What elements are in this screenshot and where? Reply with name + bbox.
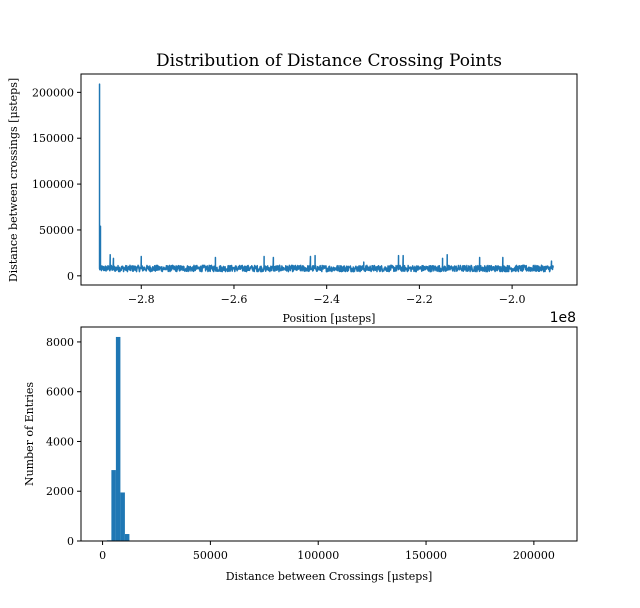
x-tick-label: −2.8: [128, 293, 155, 306]
histogram-bar: [111, 470, 116, 541]
histogram-x-ticks: 0 50000 100000 150000 200000: [99, 541, 555, 562]
x-tick-label: −2.0: [499, 293, 526, 306]
line-y-ticks: 0 50000 100000 150000 200000: [32, 86, 81, 283]
y-tick-label: 100000: [32, 178, 74, 191]
x-offset-label: 1e8: [550, 310, 576, 326]
x-tick-label: 150000: [405, 549, 447, 562]
series-line: [98, 83, 555, 273]
histogram-plot-frame: [80, 326, 578, 542]
x-tick-label: −2.6: [221, 293, 248, 306]
y-tick-label: 50000: [39, 224, 74, 237]
histogram-plot-area: [106, 336, 134, 541]
x-tick-label: −2.2: [406, 293, 433, 306]
histogram-bar: [115, 336, 121, 541]
x-tick-label: 50000: [193, 549, 228, 562]
x-tick-label: 200000: [513, 549, 555, 562]
line-x-axis-label: Position [μsteps]: [283, 312, 376, 325]
y-tick-label: 6000: [46, 386, 74, 399]
line-chart-panel: Distribution of Distance Crossing Points…: [7, 51, 578, 326]
histogram-y-axis-label: Number of Entries: [23, 382, 36, 486]
x-tick-label: 100000: [297, 549, 339, 562]
y-tick-label: 200000: [32, 86, 74, 99]
y-tick-label: 4000: [46, 435, 74, 448]
x-tick-label: −2.4: [313, 293, 340, 306]
histogram-bar: [124, 534, 130, 541]
histogram-bar: [120, 492, 125, 541]
x-tick-label: 0: [99, 549, 106, 562]
y-tick-label: 0: [67, 270, 74, 283]
y-tick-label: 2000: [46, 485, 74, 498]
histogram-x-axis-label: Distance between Crossings [μsteps]: [226, 570, 433, 583]
y-tick-label: 8000: [46, 336, 74, 349]
y-tick-label: 0: [67, 535, 74, 548]
line-plot-frame: [80, 73, 578, 286]
y-tick-label: 150000: [32, 132, 74, 145]
line-y-axis-label: Distance between crossings [μsteps]: [7, 78, 20, 282]
histogram-panel: 0 50000 100000 150000 200000 0 2000 4000 6000 80…: [23, 326, 578, 583]
chart-title: Distribution of Distance Crossing Points: [156, 51, 502, 71]
line-plot-area: [98, 83, 555, 273]
histogram-y-ticks: 0 2000 4000 6000 8000: [46, 336, 81, 548]
line-x-ticks: −2.8 −2.6 −2.4 −2.2 −2.0: [128, 285, 526, 306]
